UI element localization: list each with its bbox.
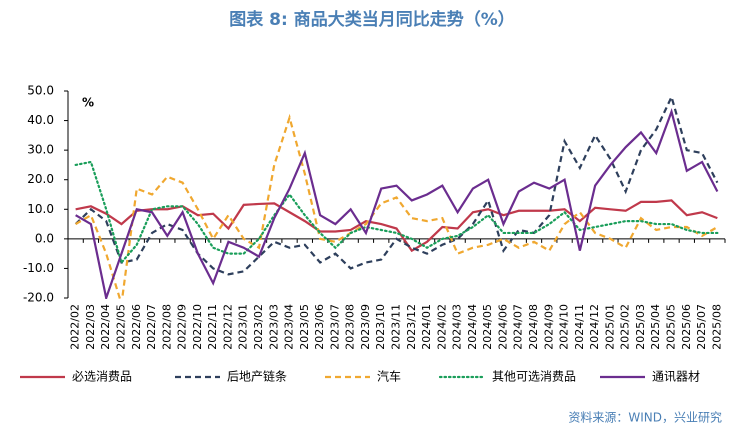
x-tick-label: 2022/06 <box>130 304 143 350</box>
x-tick-label: 2024/08 <box>527 304 540 350</box>
x-tick-label: 2025/04 <box>649 304 662 350</box>
x-tick-label: 2022/03 <box>84 304 97 350</box>
legend-label: 必选消费品 <box>72 370 132 384</box>
x-tick-label: 2025/07 <box>695 304 708 350</box>
series-line <box>74 93 719 276</box>
x-tick-label: 2022/10 <box>191 304 204 350</box>
x-tick-label: 2022/05 <box>114 304 127 350</box>
x-tick-label: 2022/04 <box>99 304 112 350</box>
x-tick-label: 2022/08 <box>160 304 173 350</box>
x-tick-label: 2025/06 <box>680 304 693 350</box>
x-tick-label: 2024/02 <box>435 304 448 350</box>
x-tick-label: 2022/12 <box>221 304 234 350</box>
x-tick-label: 2024/09 <box>542 304 555 350</box>
x-tick-label: 2025/02 <box>619 304 632 350</box>
y-tick-label: 20.0 <box>27 172 54 186</box>
x-tick-label: 2024/07 <box>512 304 525 350</box>
legend-label: 后地产链条 <box>227 369 287 384</box>
y-tick-label: 30.0 <box>27 143 54 157</box>
x-tick-label: 2024/11 <box>573 304 586 350</box>
x-tick-label: 2025/01 <box>603 304 616 350</box>
x-tick-label: 2023/02 <box>252 304 265 350</box>
x-tick-label: 2023/09 <box>359 304 372 350</box>
x-tick-label: 2024/12 <box>588 304 601 350</box>
series-line <box>75 108 719 299</box>
x-tick-label: 2023/06 <box>313 304 326 350</box>
x-tick-label: 2022/11 <box>206 304 219 350</box>
x-tick-label: 2023/10 <box>374 304 387 350</box>
y-tick-label: 40.0 <box>27 113 54 127</box>
y-tick-label: 50.0 <box>27 84 54 98</box>
y-tick-label: -20.0 <box>23 291 54 305</box>
x-tick-label: 2025/05 <box>665 304 678 350</box>
x-tick-label: 2023/12 <box>405 304 418 350</box>
x-tick-label: 2023/08 <box>344 304 357 350</box>
x-tick-label: 2024/04 <box>466 304 479 350</box>
series-line <box>74 160 719 265</box>
x-tick-label: 2023/04 <box>283 304 296 350</box>
source-note: 资料来源：WIND，兴业研究 <box>568 410 722 425</box>
chart-title: 图表 8: 商品大类当月同比走势（%） <box>229 9 515 30</box>
x-tick-label: 2022/07 <box>145 304 158 350</box>
plot-area <box>74 93 719 299</box>
legend-label: 汽车 <box>377 369 401 384</box>
x-tick-label: 2024/06 <box>496 304 509 350</box>
x-tick-label: 2022/02 <box>69 304 82 350</box>
x-tick-label: 2024/01 <box>420 304 433 350</box>
y-tick-label: -10.0 <box>23 261 54 275</box>
x-tick-label: 2023/01 <box>237 304 250 350</box>
x-tick-label: 2025/08 <box>710 304 723 350</box>
unit-label: % <box>82 96 94 110</box>
x-tick-label: 2023/05 <box>298 304 311 350</box>
x-tick-label: 2023/03 <box>267 304 280 350</box>
x-tick-label: 2023/07 <box>328 304 341 350</box>
x-tick-label: 2025/03 <box>634 304 647 350</box>
series-line <box>75 113 718 299</box>
y-tick-label: 0.0 <box>35 231 54 245</box>
x-tick-label: 2023/11 <box>390 304 403 350</box>
x-tick-label: 2024/10 <box>558 304 571 350</box>
x-tick-label: 2022/09 <box>176 304 189 350</box>
y-tick-label: 10.0 <box>27 202 54 216</box>
x-tick-label: 2024/03 <box>451 304 464 350</box>
legend-label: 其他可选消费品 <box>492 370 576 384</box>
x-tick-label: 2024/05 <box>481 304 494 350</box>
legend-label: 通讯器材 <box>652 370 700 384</box>
